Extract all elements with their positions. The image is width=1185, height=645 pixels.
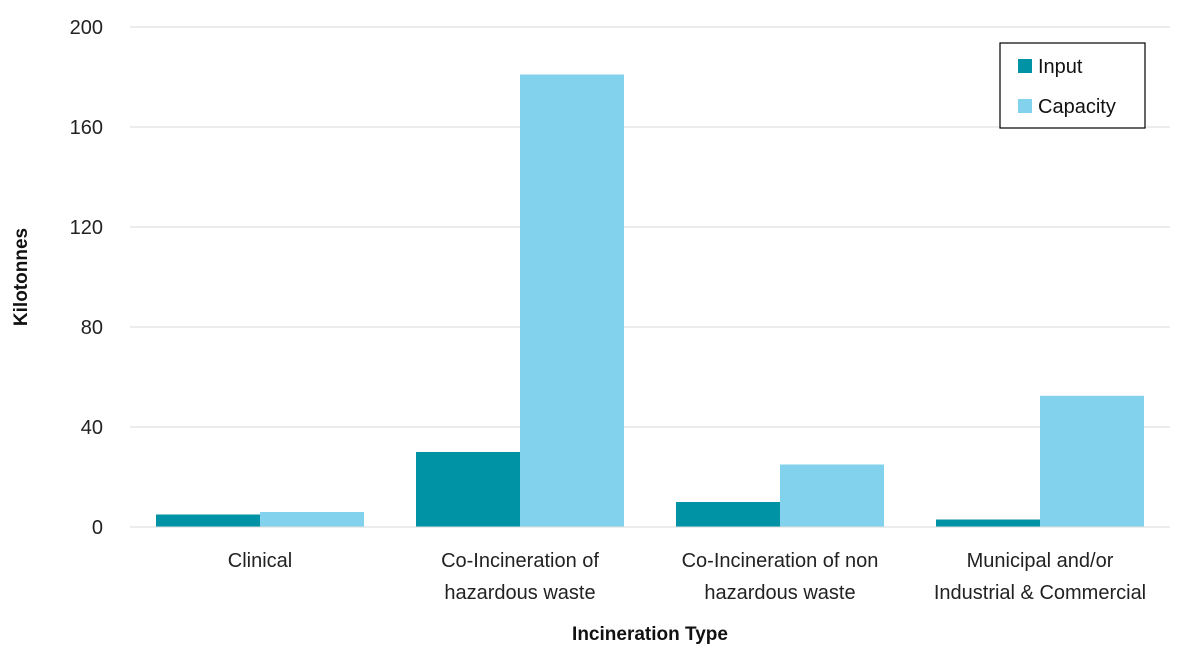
bar-capacity <box>780 464 884 527</box>
x-tick-label: Clinical <box>228 550 292 572</box>
x-tick-label: hazardous waste <box>704 582 855 604</box>
bar-capacity <box>1040 395 1144 527</box>
y-tick-label: 160 <box>70 117 103 139</box>
bars <box>156 74 1144 527</box>
x-tick-label: Municipal and/or <box>967 550 1114 572</box>
bar-capacity <box>520 74 624 527</box>
legend-swatch-input <box>1018 59 1032 73</box>
y-tick-label: 120 <box>70 217 103 239</box>
x-tick-label: Industrial & Commercial <box>934 582 1146 604</box>
x-axis-title: Incineration Type <box>572 624 728 645</box>
y-tick-label: 40 <box>81 417 103 439</box>
y-tick-labels: 0 40 80 120 160 200 <box>70 17 103 539</box>
y-tick-label: 200 <box>70 17 103 39</box>
legend-box <box>999 42 1146 129</box>
legend: Input Capacity <box>999 42 1146 129</box>
y-tick-label: 0 <box>92 517 103 539</box>
legend-label-capacity: Capacity <box>1038 96 1116 118</box>
bar-input <box>156 514 260 527</box>
gridlines <box>130 26 1170 428</box>
x-tick-label: hazardous waste <box>444 582 595 604</box>
legend-label-input: Input <box>1038 56 1083 78</box>
y-tick-label: 80 <box>81 317 103 339</box>
bar-input <box>936 519 1040 527</box>
y-axis-title: Kilotonnes <box>11 228 32 326</box>
x-tick-label: Co-Incineration of non <box>682 550 879 572</box>
bar-input <box>676 502 780 527</box>
x-tick-labels: Clinical Co-Incineration of hazardous wast… <box>228 550 1146 604</box>
x-tick-label: Co-Incineration of <box>441 550 599 572</box>
bar-capacity <box>260 512 364 527</box>
legend-swatch-capacity <box>1018 99 1032 113</box>
bar-input <box>416 452 520 527</box>
